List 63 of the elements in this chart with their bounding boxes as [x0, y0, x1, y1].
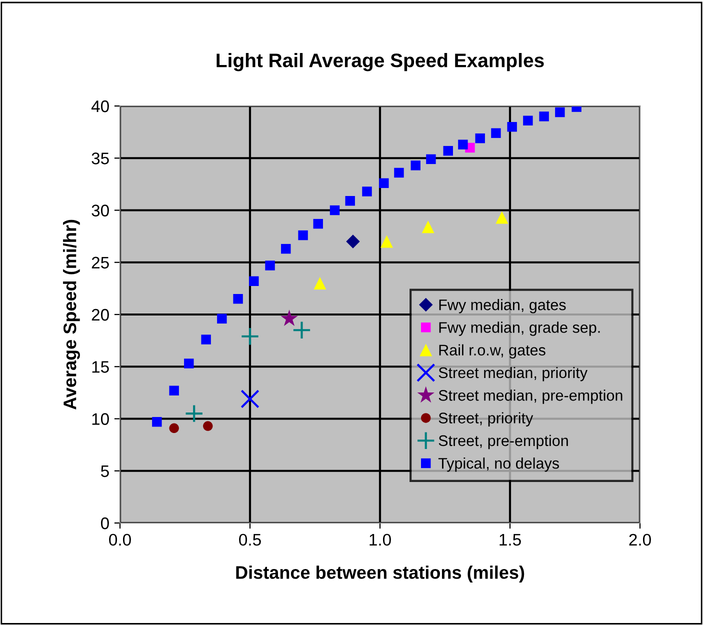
point [555, 107, 565, 118]
point [362, 186, 372, 196]
y-tick-label: 15 [92, 361, 109, 373]
point [240, 327, 260, 346]
y-tick-label: 20 [92, 308, 109, 321]
point [292, 320, 312, 340]
y-axis-title: Average Speed (mi/hr) [63, 220, 80, 410]
point [410, 160, 420, 170]
point [475, 133, 485, 144]
x-tick-label: 0.5 [239, 534, 261, 546]
point [523, 116, 533, 126]
point [394, 168, 404, 178]
point [379, 178, 389, 188]
y-tick-label: 35 [92, 152, 109, 164]
legend-label: Street, pre-emption [438, 434, 568, 450]
point [491, 128, 501, 138]
point [249, 276, 259, 286]
x-axis-title: Distance between stations (miles) [236, 566, 524, 582]
point [539, 112, 549, 122]
point [281, 244, 291, 254]
x-tick-label: 1.5 [500, 534, 521, 546]
legend-label: Street median, pre-emption [438, 390, 622, 404]
y-tick-label: 30 [92, 204, 109, 216]
point [426, 154, 436, 164]
point [346, 234, 360, 248]
y-tick-label: 0 [100, 517, 109, 530]
point [298, 230, 308, 240]
point [380, 235, 394, 248]
point [201, 334, 211, 344]
point [313, 218, 323, 229]
point [240, 390, 260, 408]
point [458, 140, 468, 150]
point [422, 220, 434, 234]
chart-title: Light Rail Average Speed Examples [216, 53, 544, 72]
point [233, 294, 243, 304]
legend-label: Street median, priority [438, 366, 588, 382]
point [443, 146, 453, 156]
point [217, 314, 227, 324]
point [314, 276, 326, 290]
y-tick-label: 25 [92, 256, 109, 269]
legend-label: Fwy median, gates [439, 299, 566, 314]
point [330, 205, 340, 216]
point [169, 423, 179, 433]
x-tick-label: 1.0 [370, 534, 391, 546]
point [203, 421, 213, 431]
point [345, 196, 355, 206]
x-tick-label: 0.0 [109, 534, 131, 546]
y-tick-label: 5 [100, 465, 109, 478]
point [184, 404, 204, 423]
point [496, 211, 508, 224]
point [280, 310, 298, 326]
legend-label: Typical, no delays [438, 458, 559, 472]
point [507, 122, 517, 132]
legend-label: Street, priority [438, 412, 534, 426]
y-tick-label: 10 [92, 413, 109, 425]
point [184, 358, 194, 368]
point [265, 260, 275, 270]
legend-label: Fwy median, grade sep. [439, 322, 600, 336]
point [169, 386, 179, 396]
x-tick-label: 2.0 [629, 534, 651, 546]
point [152, 417, 162, 427]
legend-label: Rail r.o.w, gates [439, 344, 546, 359]
y-tick-label: 40 [91, 100, 109, 112]
